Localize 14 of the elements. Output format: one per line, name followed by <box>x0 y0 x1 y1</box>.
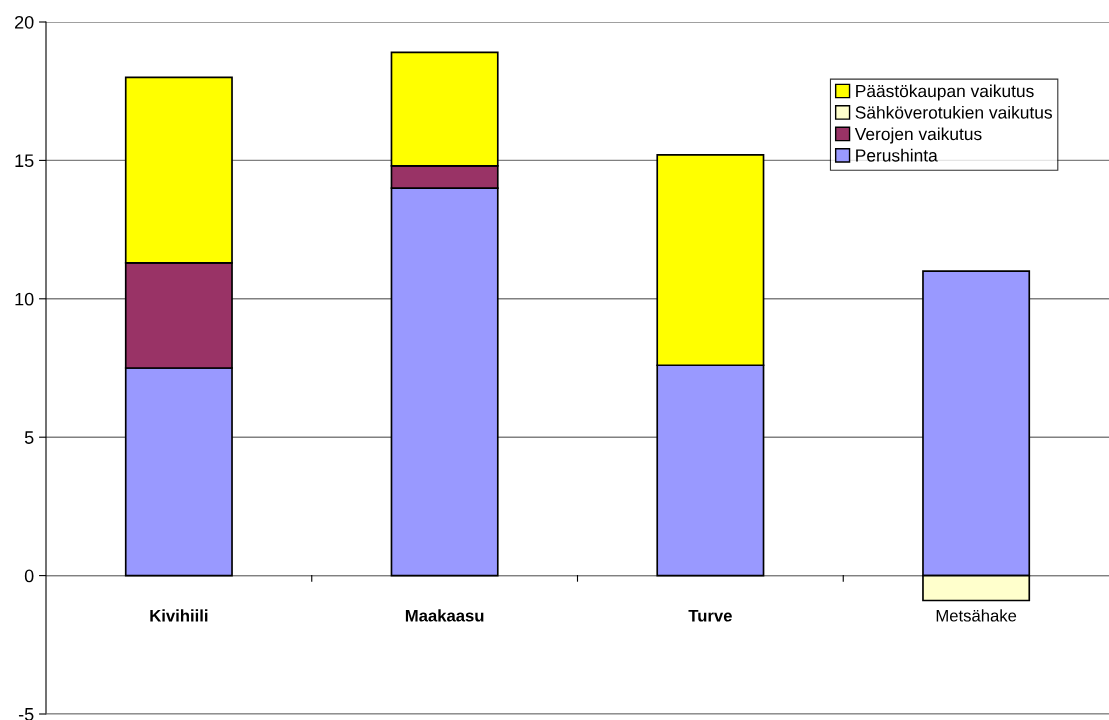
y-tick-label: 20 <box>15 15 34 29</box>
y-tick-label: 0 <box>24 569 34 583</box>
y-tick-label: 15 <box>15 154 34 168</box>
x-tick-label: Turve <box>688 609 732 622</box>
legend-label: Sähköverotukien vaikutus <box>855 105 1052 119</box>
y-tick-label: -5 <box>18 708 34 720</box>
x-tick-label: Maakaasu <box>405 609 484 622</box>
y-tick-label: 5 <box>24 431 34 444</box>
legend-label: Perushinta <box>856 148 938 162</box>
y-tick-label: 10 <box>15 292 34 306</box>
legend-label: Päästökaupan vaikutus <box>856 84 1034 101</box>
x-tick-label: Metsähake <box>936 609 1017 622</box>
legend-label: Verojen vaikutus <box>854 127 982 144</box>
x-tick-label: Kivihiili <box>150 609 208 622</box>
